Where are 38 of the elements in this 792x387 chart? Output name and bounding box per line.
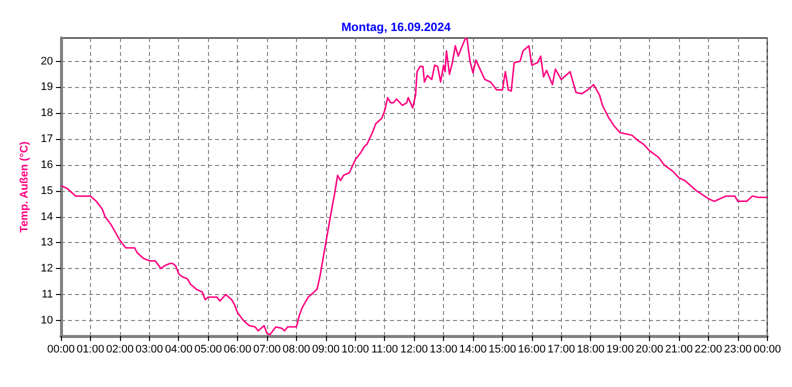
- y-tick-label: 20: [40, 55, 53, 68]
- y-tick-label: 10: [40, 314, 53, 326]
- x-tick-label: 06:00: [224, 344, 252, 356]
- y-tick-label: 16: [40, 158, 53, 171]
- x-tick-label: 03:00: [136, 344, 164, 356]
- x-tick-label: 05:00: [194, 344, 222, 356]
- x-tick-label: 11:00: [371, 344, 398, 356]
- y-tick-label: 12: [40, 262, 53, 275]
- x-tick-label: 17:00: [547, 344, 576, 356]
- x-tick-label: 01:00: [76, 344, 104, 356]
- x-tick-label: 04:00: [164, 344, 192, 356]
- x-tick-label: 10:00: [342, 344, 370, 356]
- x-tick-label: 22:00: [694, 344, 722, 356]
- y-axis-title: Temp. Außen (°C): [18, 141, 30, 233]
- y-tick-label: 18: [40, 107, 53, 120]
- x-tick-label: 00:00: [753, 344, 781, 356]
- x-tick-label: 21:00: [665, 344, 693, 356]
- x-tick-label: 00:00: [47, 344, 75, 356]
- x-tick-label: 02:00: [106, 344, 134, 356]
- y-tick-label: 17: [40, 133, 53, 146]
- x-tick-label: 16:00: [518, 344, 546, 356]
- y-tick-label: 14: [40, 210, 53, 223]
- x-tick-label: 14:00: [459, 344, 487, 356]
- x-tick-label: 08:00: [282, 344, 310, 356]
- x-tick-label: 07:00: [253, 344, 281, 356]
- y-tick-label: 13: [40, 236, 53, 249]
- y-tick-label: 11: [42, 288, 53, 301]
- x-tick-label: 13:00: [430, 344, 458, 356]
- y-tick-label: 19: [40, 81, 53, 94]
- chart-title: Montag, 16.09.2024: [341, 20, 452, 34]
- x-tick-label: 23:00: [724, 344, 752, 356]
- x-tick-label: 18:00: [576, 344, 604, 356]
- y-tick-label: 15: [40, 184, 53, 197]
- x-tick-label: 20:00: [636, 344, 664, 356]
- x-tick-label: 12:00: [400, 344, 428, 356]
- x-tick-label: 09:00: [312, 344, 340, 356]
- x-tick-label: 19:00: [606, 344, 634, 356]
- x-tick-label: 15:00: [488, 344, 516, 356]
